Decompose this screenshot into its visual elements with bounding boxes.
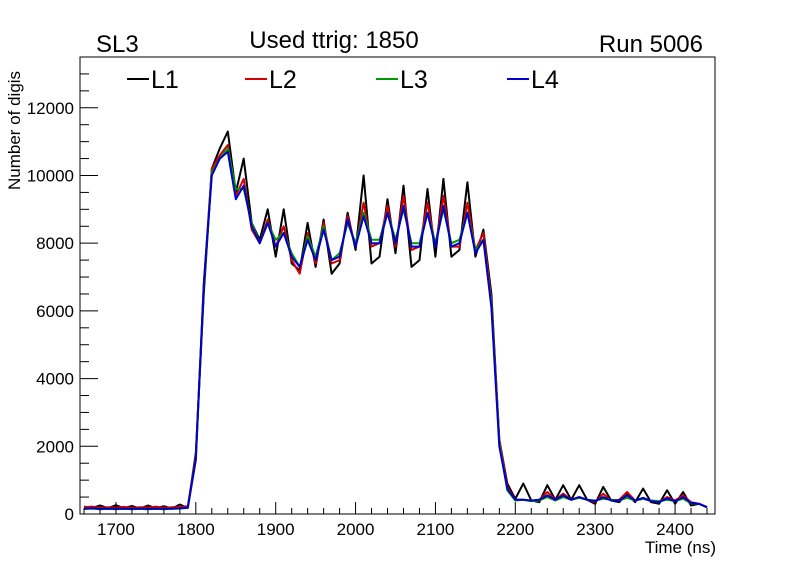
x-axis-ticks: 1700 1800 1900 2000 2100 2200 2300 2400 [83, 502, 708, 539]
legend: L1 L2 L3 L4 [127, 66, 559, 94]
x-tick-label: 1700 [97, 520, 135, 539]
y-tick-label: 6000 [36, 302, 74, 321]
x-axis-label: Time (ns) [645, 538, 716, 557]
y-tick-label: 10000 [27, 166, 74, 185]
legend-label-l1: L1 [151, 66, 179, 94]
plot-frame [79, 56, 716, 515]
y-tick-label: 12000 [27, 99, 74, 118]
left-label: SL3 [96, 31, 139, 58]
y-tick-label: 2000 [36, 437, 74, 456]
x-tick-label: 2000 [337, 520, 375, 539]
y-axis-ticks: 0 2000 4000 6000 8000 10000 12000 [27, 56, 98, 524]
right-label: Run 5006 [599, 31, 703, 58]
y-tick-label: 8000 [36, 234, 74, 253]
legend-label-l4: L4 [531, 66, 559, 94]
y-axis-label: Number of digis [5, 71, 24, 190]
series-layer [83, 130, 708, 511]
legend-label-l3: L3 [400, 66, 428, 94]
x-tick-label: 2300 [576, 520, 614, 539]
x-tick-label: 1900 [257, 520, 295, 539]
x-tick-label: 1800 [177, 520, 215, 539]
y-tick-label: 4000 [36, 370, 74, 389]
chart-title: Used ttrig: 1850 [249, 27, 418, 54]
y-tick-label: 0 [65, 505, 74, 524]
series-line-l4 [83, 150, 708, 510]
legend-label-l2: L2 [269, 66, 297, 94]
x-tick-label: 2100 [417, 520, 455, 539]
x-tick-label: 2400 [656, 520, 694, 539]
x-tick-label: 2200 [496, 520, 534, 539]
